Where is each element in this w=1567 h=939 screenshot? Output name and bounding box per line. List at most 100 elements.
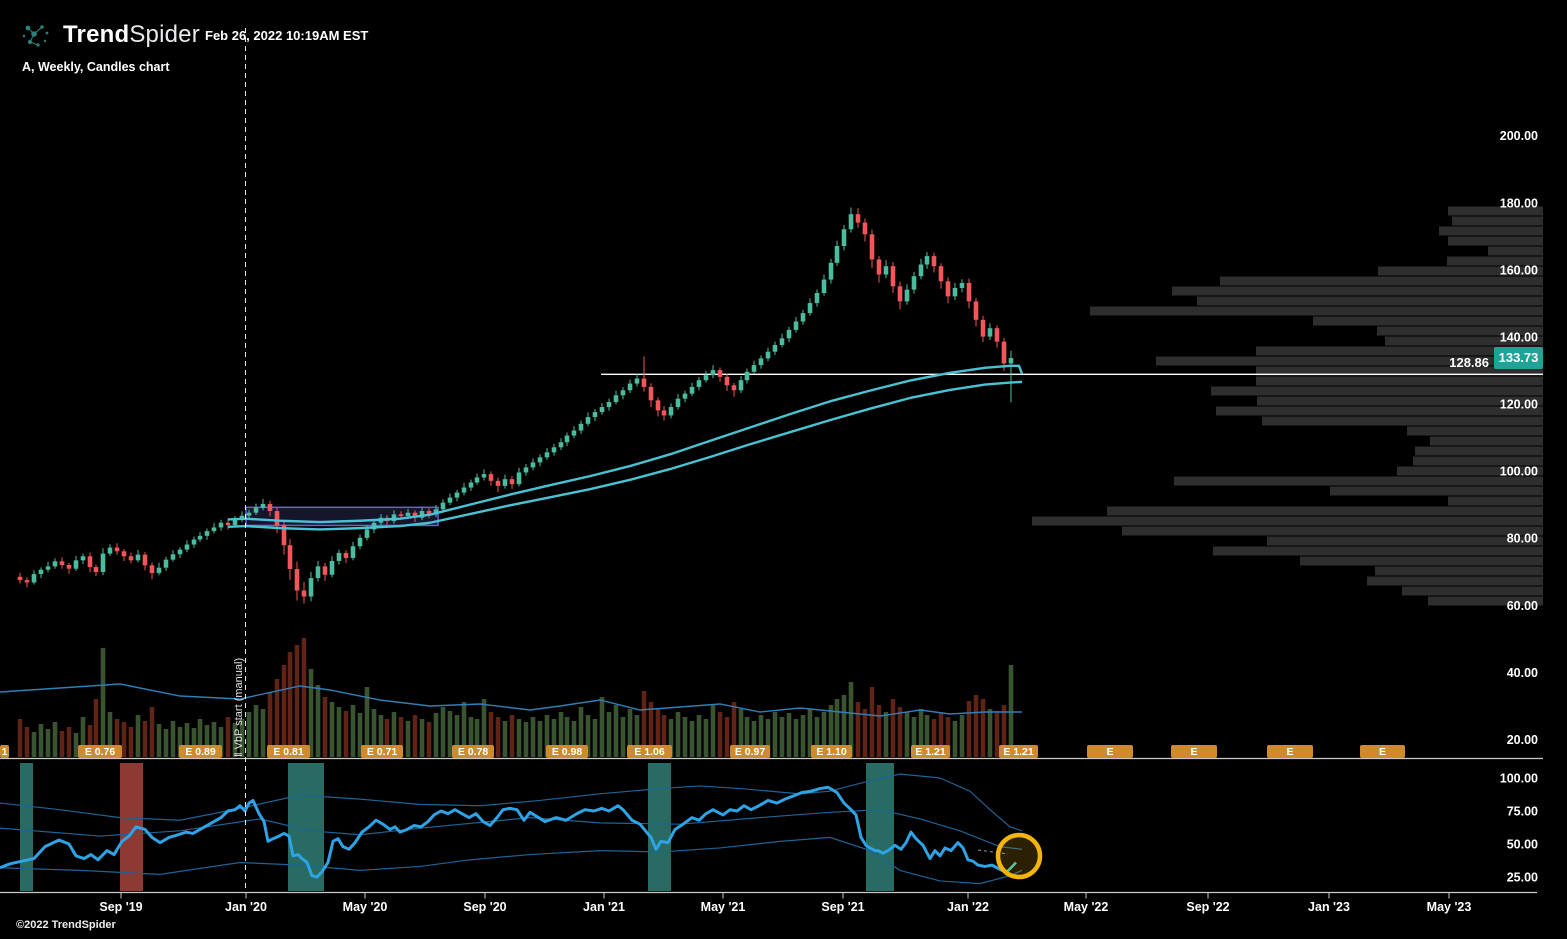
candle-body [156, 567, 162, 574]
candlestick-series[interactable] [17, 207, 1014, 604]
candle-body [253, 507, 259, 513]
highlight-circle-annotation[interactable] [995, 832, 1043, 880]
x-axis-label: Jan '21 [583, 900, 625, 914]
earnings-badge[interactable] [1360, 745, 1405, 758]
candle-body [558, 442, 564, 448]
earnings-badge[interactable] [1087, 745, 1133, 758]
volume-profile-bar [1385, 336, 1543, 346]
trendspider-logo[interactable]: Trend Spider [20, 18, 200, 52]
volume-profile-bar [1197, 296, 1543, 306]
candle-body [828, 262, 834, 280]
candle-body [800, 313, 806, 322]
earnings-badge[interactable] [0, 745, 9, 758]
volume-profile [1032, 206, 1543, 606]
earnings-badge[interactable] [78, 745, 122, 758]
earnings-badge[interactable] [1267, 745, 1313, 758]
oscillator-band-middle [0, 809, 1023, 850]
candle-body [613, 395, 619, 403]
candle-body [184, 544, 190, 550]
candle-body [973, 301, 979, 320]
volume-bar [841, 695, 847, 757]
earnings-badge[interactable] [730, 745, 770, 758]
volume-profile-bar [1172, 286, 1543, 296]
volume-bar [239, 719, 245, 757]
volume-bar [149, 707, 155, 757]
earnings-badge[interactable] [911, 745, 950, 758]
volume-bar [738, 709, 744, 757]
candle-body [474, 477, 480, 483]
candle-body [488, 474, 494, 481]
candle-body [495, 480, 501, 486]
volume-bar [59, 731, 65, 757]
candle-body [426, 511, 432, 515]
candle-body [45, 566, 51, 570]
earnings-badge[interactable] [179, 745, 222, 758]
oscillator-line[interactable] [0, 785, 1008, 879]
candle-body [454, 492, 460, 498]
volume-bar [523, 722, 529, 757]
candle-body [959, 282, 965, 288]
candle-body [163, 559, 169, 568]
earnings-badge[interactable] [811, 745, 852, 758]
volume-profile-bar [1448, 236, 1543, 246]
candle-body [315, 566, 321, 579]
earnings-badges[interactable]: 1 E 0.76 E 0.89 E 0.81 E 0.71 E 0.78 E 0.98 E 1… [0, 745, 1405, 758]
volume-bar [876, 705, 882, 757]
ma-line-lower[interactable] [227, 380, 1023, 531]
volume-bar [73, 733, 79, 757]
price-axis-label: 180.00 [1500, 196, 1538, 210]
volume-profile-bar [1216, 406, 1543, 416]
candle-body [239, 515, 245, 520]
volume-bar [952, 721, 958, 757]
volume-bar [924, 715, 930, 757]
volume-profile-bar [1211, 386, 1543, 396]
earnings-badge[interactable] [999, 745, 1038, 758]
earnings-badge[interactable] [1171, 745, 1217, 758]
x-axis-label: Jan '23 [1308, 900, 1350, 914]
candle-body [322, 566, 328, 575]
volume-bar [163, 729, 169, 757]
candle-body [599, 407, 605, 413]
candle-body [848, 214, 854, 230]
candle-body [100, 553, 106, 573]
candle-body [682, 393, 688, 399]
earnings-badge[interactable] [627, 745, 672, 758]
oscillator-highlight-zone-teal [866, 763, 894, 891]
spider-logo-icon [22, 25, 49, 47]
volume-bar [987, 709, 993, 757]
volume-bar [260, 709, 266, 757]
candle-body [551, 447, 557, 453]
x-axis-label: May '20 [343, 900, 388, 914]
volume-bar [682, 717, 688, 757]
oscillator-axis-label: 50.00 [1507, 838, 1538, 852]
volume-bar [502, 721, 508, 757]
earnings-badge[interactable] [267, 745, 310, 758]
earnings-badge[interactable] [361, 745, 403, 758]
volume-bar [973, 695, 979, 757]
volume-bar [551, 719, 557, 757]
price-axis-label: 60.00 [1507, 599, 1538, 613]
earnings-badge-label: E 1.21 [915, 746, 946, 758]
earnings-badge[interactable] [546, 745, 588, 758]
earnings-badge[interactable] [452, 745, 494, 758]
candle-body [260, 503, 266, 508]
volume-profile-bar [1377, 326, 1543, 336]
candle-body [447, 497, 453, 503]
volume-bar [966, 701, 972, 757]
ma-line-upper[interactable] [227, 364, 1024, 524]
volume-bar [294, 645, 300, 757]
volume-bar [751, 721, 757, 757]
volume-bar [322, 697, 328, 757]
volume-profile-bar [1174, 476, 1543, 486]
volume-bar [135, 715, 141, 757]
volume-bar [454, 715, 460, 757]
candle-body [301, 590, 307, 597]
candle-body [135, 554, 141, 561]
candle-body [52, 561, 58, 567]
candle-body [398, 514, 404, 517]
candle-body [502, 479, 508, 486]
volume-profile-bar [1300, 556, 1543, 566]
symbol-timeframe-label[interactable]: A, Weekly, Candles chart [22, 60, 170, 74]
volume-bar [488, 712, 494, 757]
